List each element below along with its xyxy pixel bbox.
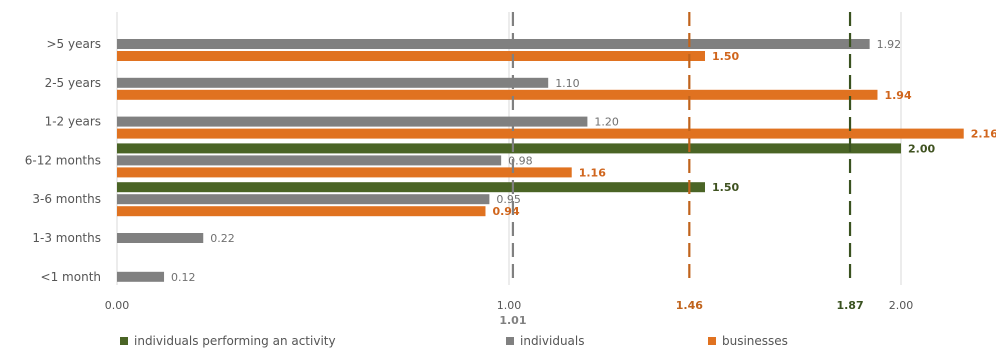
data-label: 1.16 [579, 166, 606, 179]
data-label: 0.98 [508, 154, 533, 167]
category-label: >5 years [46, 37, 101, 51]
data-label: 0.94 [492, 205, 519, 218]
bar [117, 77, 549, 88]
data-label: 1.92 [877, 38, 902, 51]
legend-swatch [120, 337, 128, 345]
reference-label: 1.01 [499, 314, 526, 327]
bar [117, 116, 588, 127]
bar [117, 39, 870, 49]
tick-label: 1.00 [497, 299, 522, 312]
bar [117, 89, 878, 100]
data-label: 0.12 [171, 271, 196, 284]
legend-label: individuals performing an activity [134, 334, 336, 348]
bar [117, 182, 705, 193]
data-label: 0.95 [496, 193, 521, 206]
legend-label: individuals [520, 334, 585, 348]
category-label: 1-2 years [45, 115, 101, 129]
reference-label: 1.87 [836, 299, 863, 312]
bar [117, 51, 705, 61]
legend-swatch [708, 337, 716, 345]
tick-label: 0.00 [105, 299, 130, 312]
legend-label: businesses [722, 334, 788, 348]
bar [117, 194, 490, 205]
bar [117, 143, 901, 154]
legend-swatch [506, 337, 514, 345]
data-label: 1.20 [594, 116, 619, 129]
data-label: 1.50 [712, 181, 739, 194]
bar [117, 271, 165, 282]
bar [117, 233, 204, 243]
data-label: 1.94 [884, 89, 911, 102]
reference-label: 1.46 [676, 299, 703, 312]
bar [117, 206, 486, 217]
category-label: 1-3 months [32, 231, 101, 245]
bar [117, 155, 502, 166]
data-label: 1.50 [712, 50, 739, 63]
data-label: 0.22 [210, 232, 235, 245]
category-label: 2-5 years [45, 76, 101, 90]
category-label: 3-6 months [32, 192, 101, 206]
data-label: 1.10 [555, 77, 580, 90]
data-label: 2.16 [971, 128, 996, 141]
category-label: 6-12 months [25, 153, 101, 167]
bar [117, 128, 964, 139]
category-label: <1 month [41, 270, 101, 284]
bar [117, 167, 572, 178]
tick-label: 2.00 [889, 299, 914, 312]
data-label: 2.00 [908, 142, 935, 155]
